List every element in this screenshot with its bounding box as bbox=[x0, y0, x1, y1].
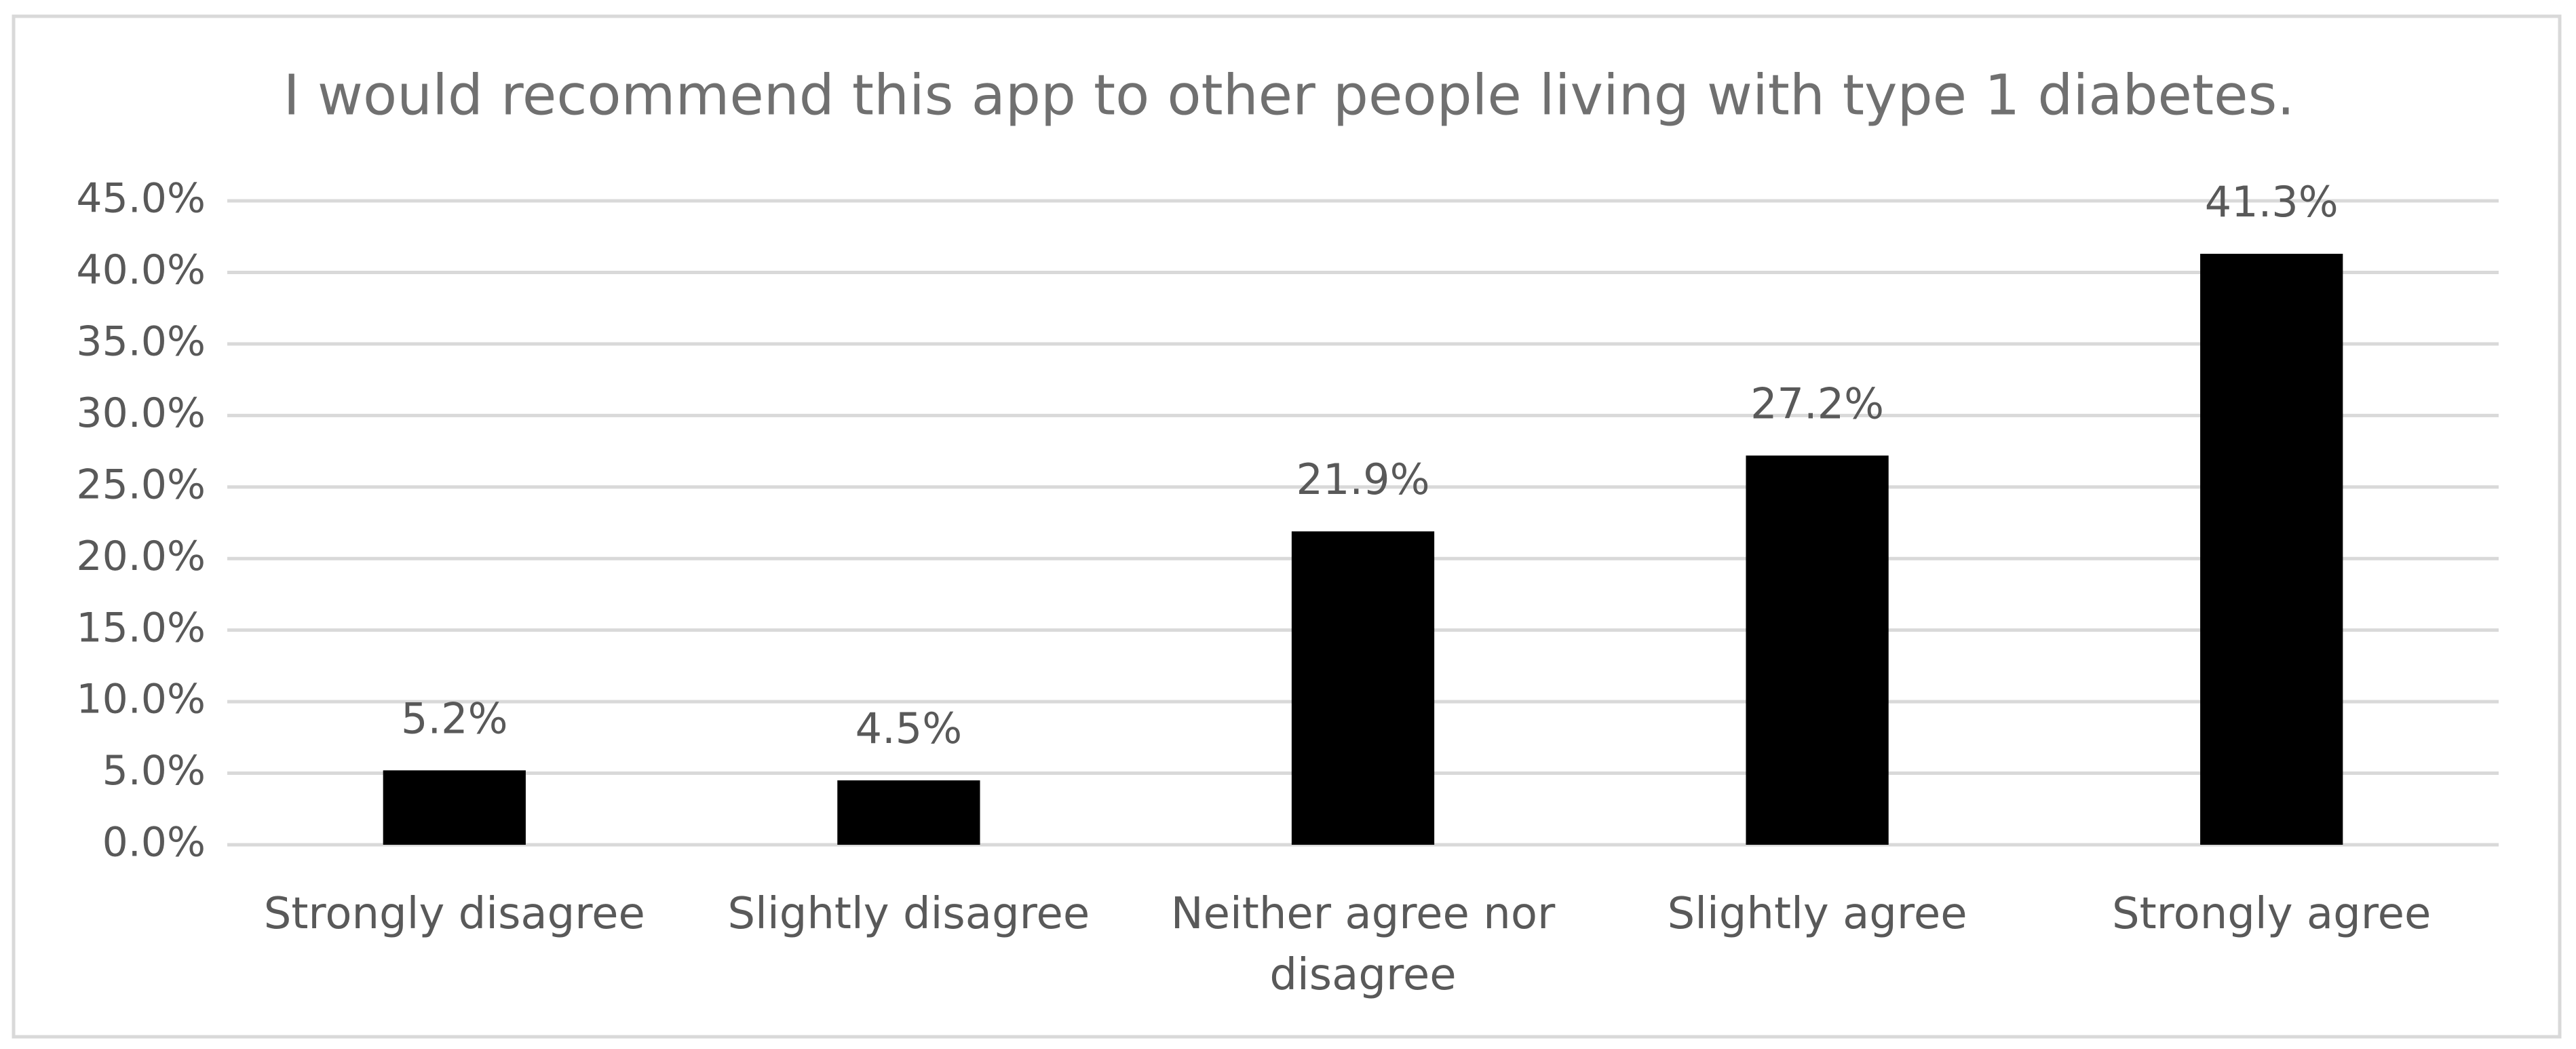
y-tick-label: 40.0% bbox=[76, 246, 206, 294]
y-tick-label: 5.0% bbox=[102, 747, 206, 795]
y-tick-label: 45.0% bbox=[76, 175, 206, 223]
bar bbox=[383, 770, 526, 845]
y-tick-label: 20.0% bbox=[76, 533, 206, 580]
data-label: 5.2% bbox=[401, 693, 508, 743]
chart-border bbox=[12, 14, 2562, 1039]
y-tick-label: 30.0% bbox=[76, 389, 206, 437]
data-label: 27.2% bbox=[1750, 379, 1884, 428]
bar bbox=[1291, 531, 1435, 845]
bar bbox=[1746, 455, 1889, 845]
bar bbox=[837, 780, 980, 845]
data-label: 21.9% bbox=[1296, 455, 1430, 504]
x-tick-label: Strongly disagree bbox=[263, 889, 645, 939]
y-tick-label: 15.0% bbox=[76, 604, 206, 651]
y-tick-label: 0.0% bbox=[102, 819, 206, 866]
x-tick-label: Slightly agree bbox=[1667, 889, 1967, 939]
data-label: 4.5% bbox=[856, 704, 963, 753]
bar bbox=[2200, 254, 2343, 845]
data-label: 41.3% bbox=[2205, 177, 2339, 227]
y-tick-label: 10.0% bbox=[76, 676, 206, 723]
x-tick-label: Neither agree nor disagree bbox=[1170, 889, 1556, 1000]
chart-title: I would recommend this app to other peop… bbox=[284, 63, 2295, 128]
x-tick-label: Strongly agree bbox=[2111, 889, 2431, 939]
y-tick-label: 35.0% bbox=[76, 318, 206, 365]
y-tick-label: 25.0% bbox=[76, 461, 206, 508]
x-tick-label: Slightly disagree bbox=[727, 889, 1090, 939]
